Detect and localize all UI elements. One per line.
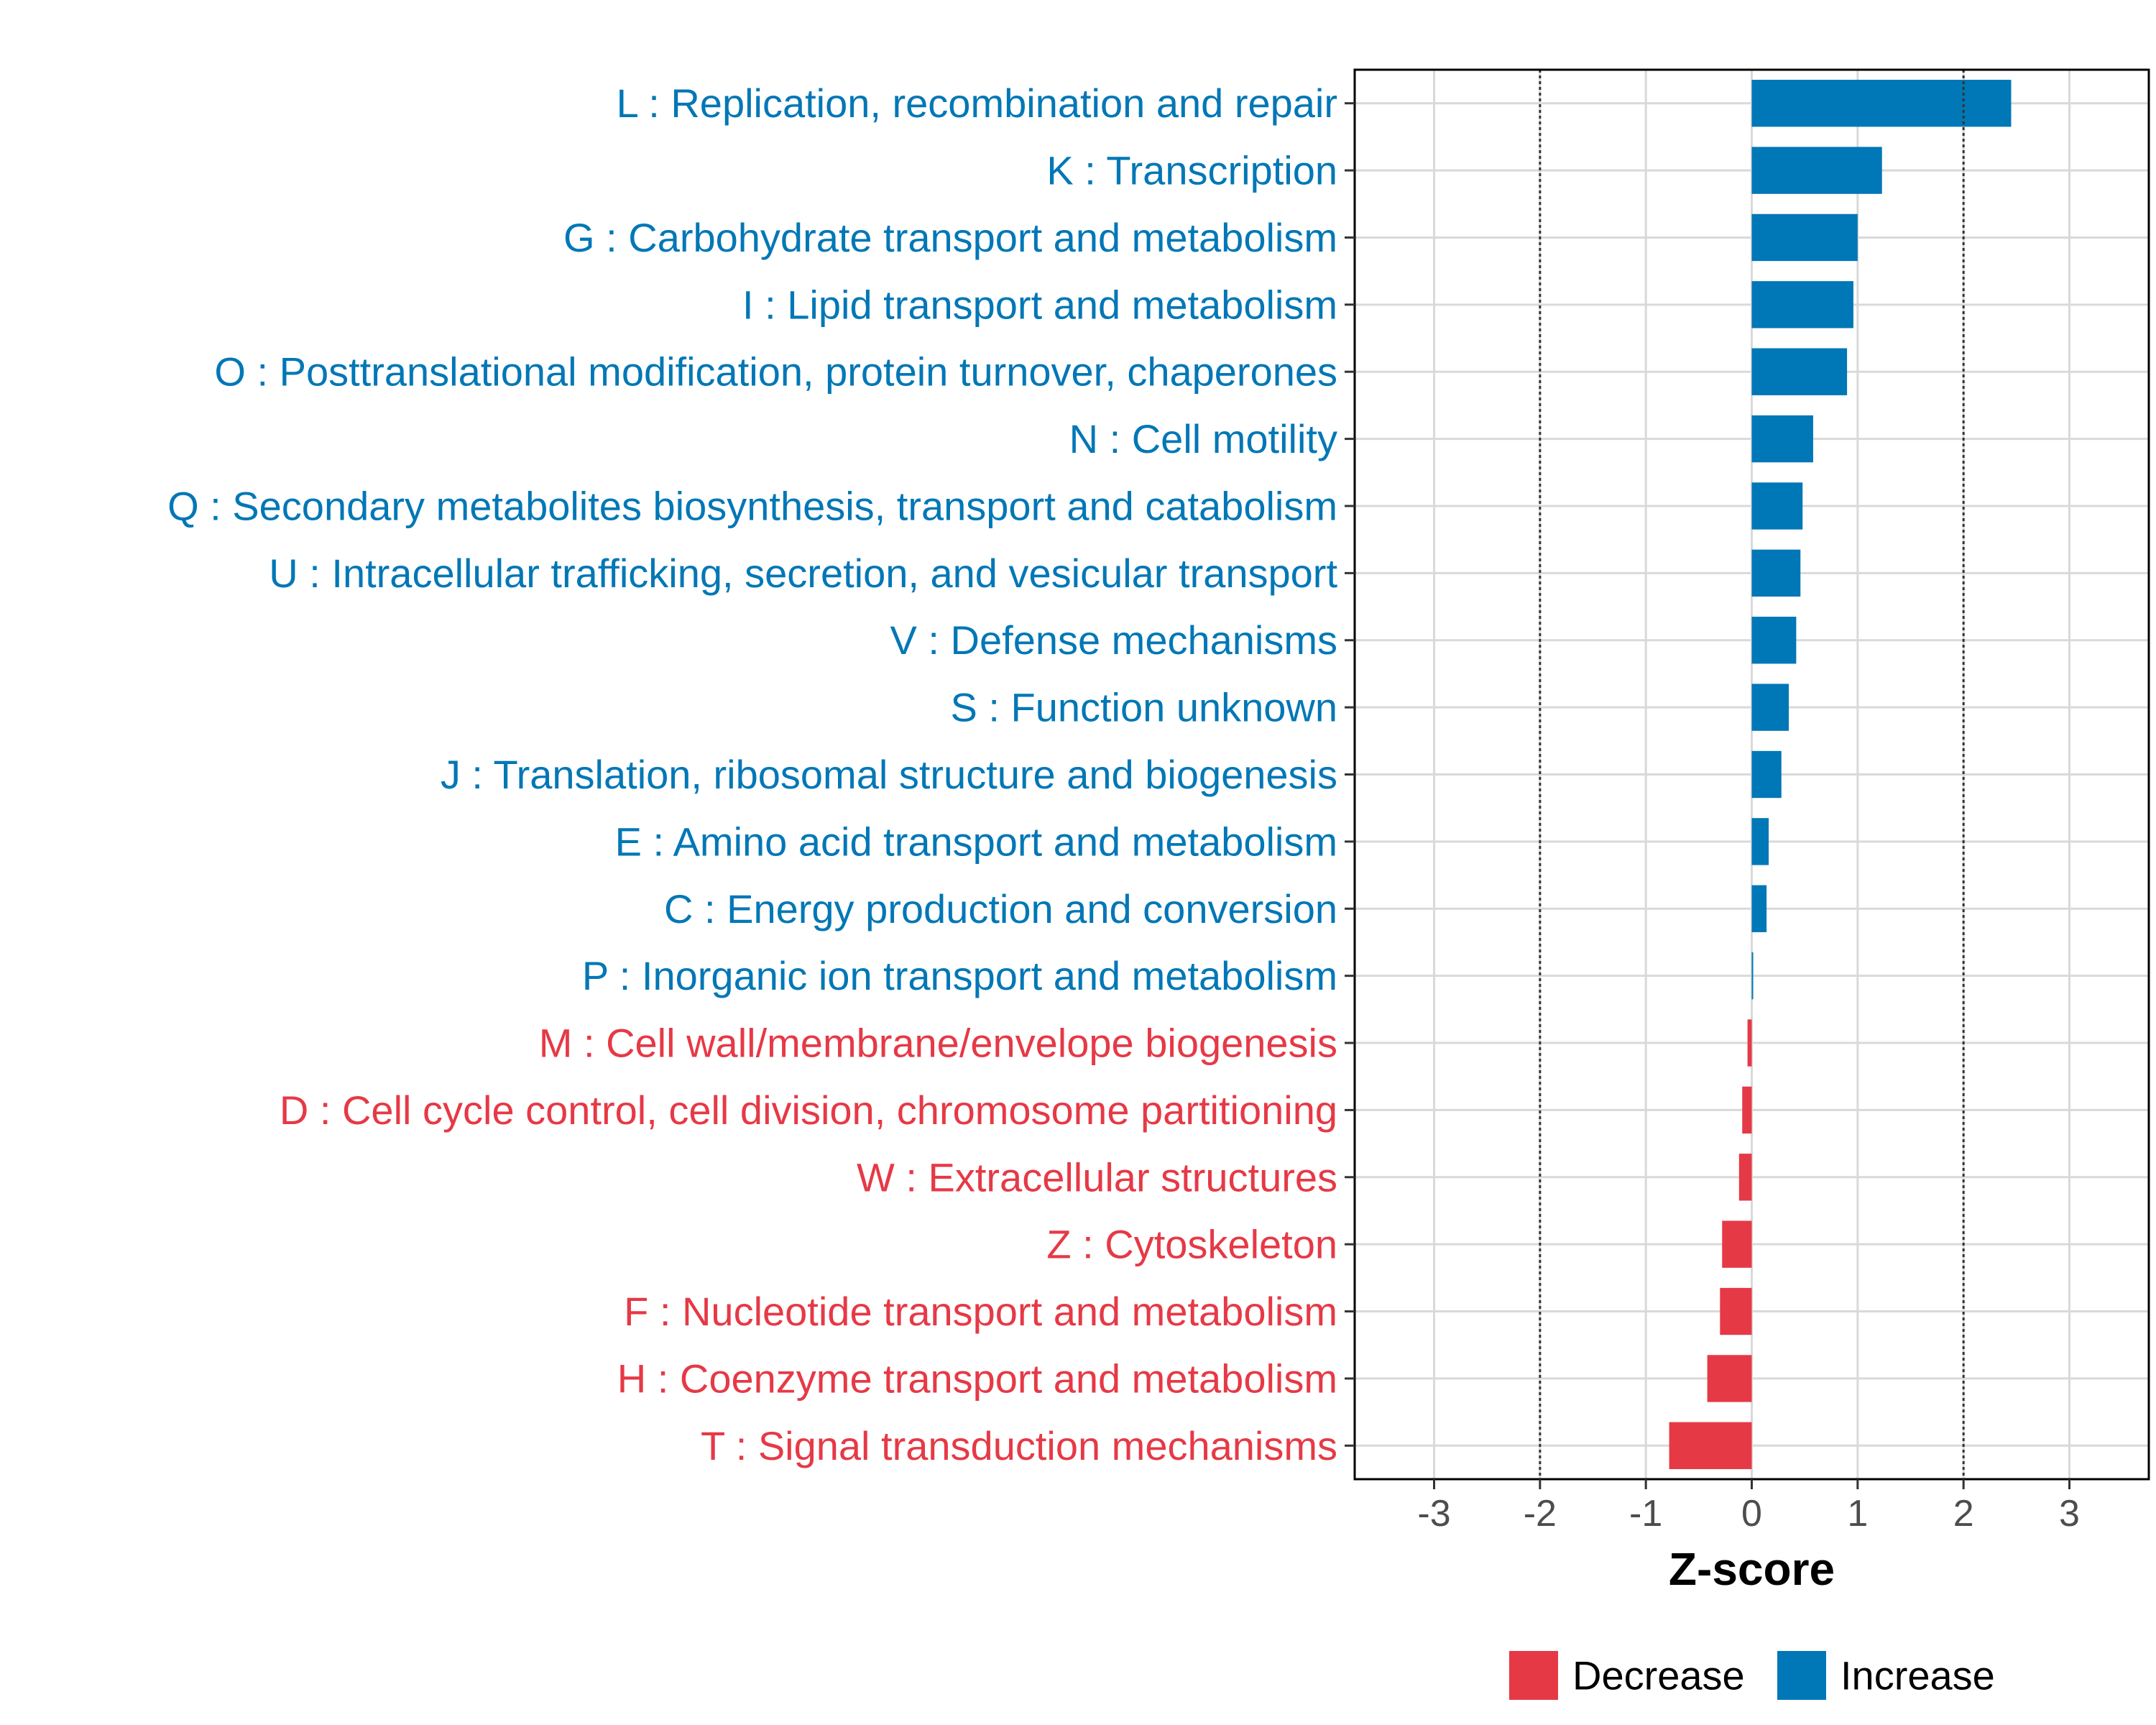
bar-layer bbox=[1669, 80, 2012, 1469]
category-label: I : Lipid transport and metabolism bbox=[742, 282, 1337, 327]
category-label: G : Carbohydrate transport and metabolis… bbox=[563, 215, 1337, 260]
category-label: U : Intracellular trafficking, secretion… bbox=[269, 551, 1337, 596]
category-label: L : Replication, recombination and repai… bbox=[617, 80, 1337, 126]
reference-line-layer bbox=[1539, 70, 1965, 1479]
bar bbox=[1751, 549, 1801, 597]
legend: Decrease Increase bbox=[1509, 1651, 1995, 1700]
bar bbox=[1669, 1422, 1752, 1469]
x-axis-ticks: -3 -2 -1 0 1 2 3 bbox=[1417, 1479, 2080, 1535]
category-label: W : Extracellular structures bbox=[857, 1154, 1337, 1200]
legend-label: Decrease bbox=[1572, 1653, 1745, 1698]
x-tick-label: 3 bbox=[2059, 1493, 2080, 1535]
bar bbox=[1751, 213, 1858, 262]
category-label: C : Energy production and conversion bbox=[664, 886, 1337, 932]
category-label: H : Coenzyme transport and metabolism bbox=[617, 1356, 1337, 1401]
y-axis-ticks: L : Replication, recombination and repai… bbox=[167, 80, 1355, 1468]
legend-label: Increase bbox=[1841, 1653, 1995, 1698]
category-label: O : Posttranslational modification, prot… bbox=[214, 349, 1337, 395]
x-tick-label: 0 bbox=[1741, 1493, 1762, 1535]
category-label: Q : Secondary metabolites biosynthesis, … bbox=[167, 483, 1337, 528]
category-label: F : Nucleotide transport and metabolism bbox=[624, 1289, 1337, 1334]
category-label: E : Amino acid transport and metabolism bbox=[615, 819, 1337, 864]
bar bbox=[1722, 1220, 1752, 1268]
x-tick-label: -3 bbox=[1417, 1493, 1450, 1535]
bar bbox=[1751, 348, 1848, 395]
bar bbox=[1751, 482, 1803, 530]
category-label: J : Translation, ribosomal structure and… bbox=[441, 752, 1337, 797]
bar bbox=[1707, 1355, 1752, 1402]
legend-swatch bbox=[1509, 1651, 1558, 1700]
bar bbox=[1751, 147, 1882, 194]
category-label: T : Signal transduction mechanisms bbox=[701, 1423, 1337, 1468]
bar bbox=[1720, 1287, 1752, 1335]
bar bbox=[1742, 1086, 1752, 1134]
x-axis-title: Z-score bbox=[1669, 1543, 1835, 1595]
category-label: Z : Cytoskeleton bbox=[1046, 1222, 1337, 1267]
bar bbox=[1751, 750, 1782, 799]
bar bbox=[1751, 281, 1853, 328]
bar bbox=[1751, 80, 2012, 127]
bar bbox=[1738, 1154, 1752, 1201]
bar bbox=[1751, 617, 1797, 664]
legend-swatch bbox=[1777, 1651, 1826, 1700]
category-label: N : Cell motility bbox=[1069, 416, 1337, 461]
category-label: V : Defense mechanisms bbox=[890, 617, 1337, 663]
bar bbox=[1747, 1019, 1752, 1067]
x-tick-label: 2 bbox=[1953, 1493, 1974, 1535]
category-label: S : Function unknown bbox=[950, 685, 1337, 730]
x-tick-label: 1 bbox=[1847, 1493, 1868, 1535]
bar bbox=[1751, 952, 1754, 1000]
category-label: D : Cell cycle control, cell division, c… bbox=[280, 1087, 1337, 1133]
bar bbox=[1751, 818, 1769, 865]
category-label: K : Transcription bbox=[1046, 148, 1337, 193]
bar bbox=[1751, 415, 1813, 463]
bar bbox=[1751, 885, 1767, 932]
bar bbox=[1751, 684, 1789, 731]
category-label: P : Inorganic ion transport and metaboli… bbox=[582, 953, 1337, 998]
category-label: M : Cell wall/membrane/envelope biogenes… bbox=[539, 1021, 1337, 1066]
x-tick-label: -1 bbox=[1629, 1493, 1662, 1535]
x-tick-label: -2 bbox=[1524, 1493, 1557, 1535]
